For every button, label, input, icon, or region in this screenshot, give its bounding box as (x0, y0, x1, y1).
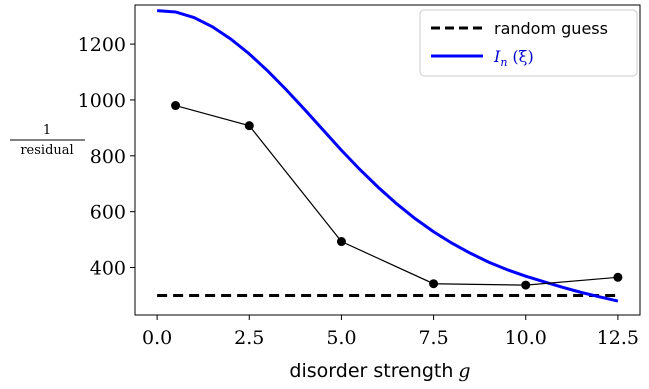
data-point (521, 280, 531, 290)
y-tick-label: 600 (90, 202, 126, 224)
legend-label-curve-main: I (493, 47, 501, 66)
y-axis-label-numerator: 1 (43, 123, 51, 138)
legend-label-curve-sub: n (500, 56, 507, 69)
x-axis-label-symbol: g (458, 360, 470, 382)
x-tick-label: 5.0 (326, 327, 356, 349)
y-axis-label-denominator: residual (20, 143, 73, 158)
x-axis-label: disorder strength g (289, 360, 470, 382)
axes-frame (134, 4, 641, 316)
y-tick-label: 400 (90, 258, 126, 280)
data-point (613, 272, 623, 282)
data-point (429, 279, 439, 289)
legend-label-curve: In (ξ) (493, 47, 534, 69)
x-tick-label: 12.5 (597, 327, 639, 349)
y-axis-label: 1 residual (10, 123, 85, 158)
y-tick-label: 1200 (78, 34, 126, 56)
y-tick-label: 1000 (78, 90, 126, 112)
data-point (171, 101, 181, 111)
x-tick-label: 10.0 (505, 327, 547, 349)
x-tick-label: 7.5 (418, 327, 448, 349)
x-tick-label: 2.5 (234, 327, 264, 349)
data-layer (157, 9, 623, 303)
series-line-measured (175, 104, 618, 286)
data-point (336, 237, 346, 247)
series-line-curve (157, 9, 619, 303)
ticks: 0.0 2.5 5.0 7.5 10.0 12.5 400 600 800 1000 1200 (78, 34, 639, 349)
legend-label-random-guess: random guess (494, 19, 608, 38)
x-axis-label-text: disorder strength (289, 360, 453, 382)
x-tick-label: 0.0 (142, 327, 172, 349)
y-tick-label: 800 (90, 146, 126, 168)
legend-label-curve-arg: (ξ) (512, 47, 533, 66)
axes (134, 4, 641, 316)
legend: random guess In (ξ) (419, 9, 638, 77)
data-point (244, 121, 254, 131)
